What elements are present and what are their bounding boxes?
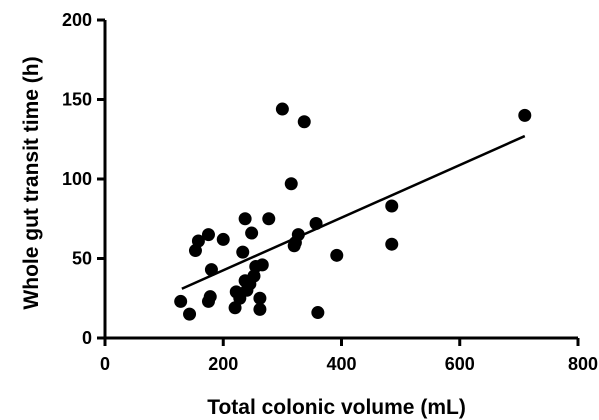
y-tick-label: 100	[62, 169, 92, 189]
data-point	[238, 212, 252, 226]
data-point	[191, 234, 205, 248]
data-point	[236, 245, 250, 259]
data-point	[174, 294, 188, 308]
x-tick-label: 0	[100, 354, 110, 374]
x-tick-label: 600	[445, 354, 475, 374]
x-tick-label: 200	[208, 354, 238, 374]
data-point	[385, 199, 399, 213]
data-point	[385, 237, 399, 251]
data-point	[275, 102, 289, 116]
data-point	[216, 232, 230, 246]
data-point	[201, 228, 215, 242]
axes	[103, 20, 578, 340]
data-point	[245, 226, 259, 240]
data-point	[311, 306, 325, 320]
y-axis-title: Whole gut transit time (h)	[20, 56, 43, 309]
y-tick-label: 50	[72, 249, 92, 269]
data-point	[253, 291, 267, 305]
y-tick-label: 150	[62, 90, 92, 110]
x-axis-title: Total colonic volume (mL)	[207, 396, 466, 419]
data-point	[203, 290, 217, 304]
trend-line	[181, 134, 526, 290]
data-point	[330, 248, 344, 262]
data-point	[253, 302, 267, 316]
y-tick-label: 0	[82, 328, 92, 348]
x-tick-label: 800	[568, 354, 598, 374]
x-tick-label: 400	[326, 354, 356, 374]
data-points	[174, 102, 532, 321]
data-point	[255, 258, 269, 272]
data-point	[284, 177, 298, 191]
ticks: 0 200 400 600 800 0 50 100 150 200	[62, 10, 598, 374]
data-point	[518, 108, 532, 122]
y-tick-label: 200	[62, 10, 92, 30]
data-point	[262, 212, 276, 226]
data-point	[297, 115, 311, 129]
data-point	[183, 307, 197, 321]
